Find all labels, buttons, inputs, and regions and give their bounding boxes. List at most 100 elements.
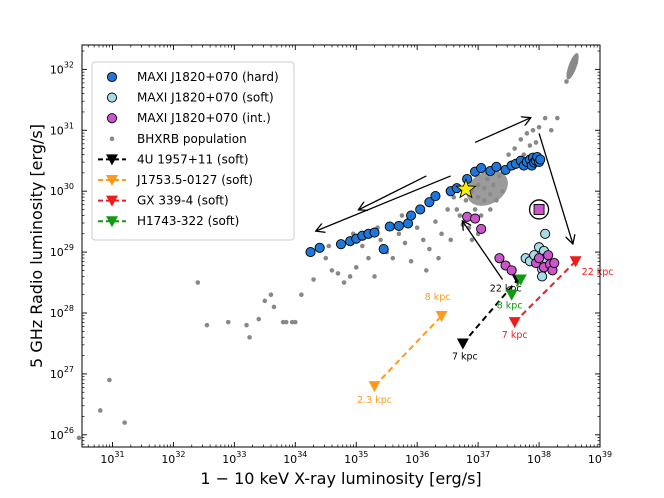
evolution-arrow xyxy=(538,133,573,243)
population-point xyxy=(420,237,426,243)
upper-limit-marker xyxy=(505,289,518,301)
highlight-ring xyxy=(528,199,550,220)
data-point xyxy=(535,154,546,165)
population-point xyxy=(76,435,82,441)
data-point xyxy=(406,210,417,221)
data-point xyxy=(476,162,487,174)
data-point xyxy=(393,220,404,231)
legend-marker xyxy=(106,92,118,103)
population-point xyxy=(225,319,231,325)
population-point xyxy=(454,207,460,212)
population-point xyxy=(518,137,524,142)
population-point xyxy=(262,298,268,304)
population-point xyxy=(399,213,405,218)
population-point xyxy=(555,115,560,121)
legend-marker xyxy=(106,113,118,124)
population-point xyxy=(107,377,112,383)
data-point xyxy=(506,265,517,276)
y-tick-label: 1026 xyxy=(50,426,74,442)
data-point xyxy=(549,258,560,269)
data-point xyxy=(537,271,548,282)
evolution-arrow xyxy=(317,175,451,231)
population-point xyxy=(353,265,359,270)
upper-limits-layer: 7 kpc 22 kpc 2.3 kpc 8 kpc 7 kpc 22 kpc 8 kpc xyxy=(357,256,614,406)
x-tick-label: 1038 xyxy=(527,450,551,466)
population-point xyxy=(396,231,402,237)
upper-limit-marker xyxy=(508,317,521,329)
population-point xyxy=(439,231,444,237)
population-point xyxy=(530,127,536,133)
axes-frame xyxy=(81,44,601,448)
population-point xyxy=(292,319,298,325)
legend-label: MAXI J1820+070 (hard) xyxy=(137,70,279,84)
population-point xyxy=(247,335,252,340)
x-axis-title: 1 − 10 keV X-ray luminosity [erg/s] xyxy=(200,469,481,488)
population-point xyxy=(536,124,542,130)
y-tick-label: 1028 xyxy=(50,304,74,320)
population-point xyxy=(469,237,475,243)
series-layer xyxy=(305,152,560,282)
population-point xyxy=(521,152,527,157)
upper-limit-marker xyxy=(435,311,448,323)
data-point xyxy=(476,223,487,234)
y-axis-title: 5 GHz Radio luminosity [erg/s] xyxy=(27,124,46,368)
legend-label: 4U 1957+11 (soft) xyxy=(137,152,249,166)
population-point xyxy=(347,274,353,279)
legend-marker xyxy=(106,175,118,186)
upper-limit-marker xyxy=(368,381,381,393)
population-point xyxy=(390,255,396,261)
population-point xyxy=(564,79,569,84)
population-dense-cloud xyxy=(566,53,579,80)
population-point xyxy=(299,292,304,298)
arrows-layer xyxy=(317,118,573,280)
population-point xyxy=(97,408,103,413)
population-dense-cloud xyxy=(466,170,508,206)
population-point xyxy=(341,280,347,285)
population-point xyxy=(326,243,332,249)
population-point xyxy=(402,240,408,246)
population-point xyxy=(548,127,554,133)
data-point xyxy=(533,204,545,215)
population-point xyxy=(414,225,420,231)
population-point xyxy=(448,237,453,243)
legend-box xyxy=(91,61,295,241)
data-point xyxy=(369,227,380,238)
population-point xyxy=(527,143,533,148)
x-tick-label: 1037 xyxy=(466,450,490,466)
y-tick-label: 1030 xyxy=(50,182,74,198)
x-tick-label: 1033 xyxy=(222,450,246,466)
legend-label: MAXI J1820+070 (soft) xyxy=(137,91,274,105)
legend-label: GX 339-4 (soft) xyxy=(137,194,229,208)
population-point xyxy=(244,322,249,328)
population-point xyxy=(506,152,511,157)
distance-label: 22 kpc xyxy=(582,267,614,278)
population-point xyxy=(311,277,316,282)
upper-limit-marker xyxy=(569,256,582,268)
legend-layer: MAXI J1820+070 (hard) MAXI J1820+070 (sof… xyxy=(91,61,295,241)
data-point xyxy=(540,228,551,239)
population-point xyxy=(472,207,478,212)
population-point xyxy=(329,268,335,273)
population-point xyxy=(427,246,432,252)
data-point xyxy=(534,253,545,264)
y-tick-label: 1027 xyxy=(50,365,74,381)
population-point xyxy=(335,271,341,276)
upper-limit-marker xyxy=(456,338,469,350)
data-point xyxy=(430,191,441,202)
data-point xyxy=(424,197,435,208)
y-tick-label: 1031 xyxy=(50,121,74,137)
evolution-arrow xyxy=(474,118,530,144)
population-point xyxy=(360,243,365,249)
data-point xyxy=(494,253,505,264)
x-tick-label: 1034 xyxy=(283,450,307,466)
data-point xyxy=(384,221,395,232)
data-point xyxy=(378,243,389,255)
x-tick-label: 1031 xyxy=(100,450,124,466)
population-point xyxy=(542,115,548,121)
population-point xyxy=(122,420,127,425)
evolution-arrow xyxy=(359,175,427,210)
population-point xyxy=(378,237,383,243)
population-point xyxy=(488,207,493,212)
